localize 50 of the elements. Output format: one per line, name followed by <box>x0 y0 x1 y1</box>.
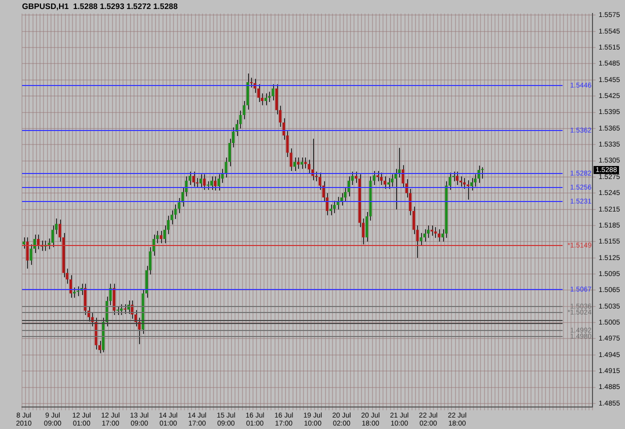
candlestick <box>333 200 336 214</box>
candlestick <box>297 157 300 170</box>
candlestick <box>214 176 216 191</box>
candlestick <box>76 286 80 297</box>
candlestick <box>390 174 394 188</box>
candlestick <box>264 92 268 106</box>
candlestick <box>84 283 86 316</box>
candlestick <box>272 84 274 101</box>
candlestick <box>199 174 202 188</box>
candlestick <box>26 236 29 270</box>
candlestick <box>124 304 126 314</box>
candlestick <box>22 236 26 250</box>
candlestick <box>250 77 253 88</box>
candlestick <box>340 192 343 206</box>
candlestick <box>348 176 350 197</box>
candlestick <box>427 224 430 238</box>
candlestick <box>372 170 376 186</box>
candlestick <box>51 224 54 248</box>
candlestick <box>290 148 292 172</box>
candlestick <box>380 172 383 186</box>
candlestick <box>463 178 466 190</box>
candlestick <box>36 234 40 250</box>
candlestick <box>434 226 437 238</box>
candlestick <box>304 157 307 169</box>
candlestick <box>330 204 332 216</box>
candlestick <box>474 174 476 188</box>
candlestick <box>112 283 116 316</box>
candlestick <box>300 157 304 170</box>
candlestick <box>210 176 213 190</box>
candlestick <box>420 232 422 246</box>
candlestick <box>460 176 462 188</box>
candlestick <box>384 176 386 190</box>
candlestick <box>481 166 484 180</box>
candlestick <box>120 304 123 316</box>
candlestick <box>456 171 458 186</box>
candlestick <box>293 157 296 172</box>
candlestick <box>268 91 271 103</box>
candlestick <box>387 178 390 190</box>
candlestick <box>160 230 162 244</box>
candlestick <box>308 159 310 174</box>
candlestick <box>192 171 195 188</box>
chart-title: GBPUSD,H1 1.5288 1.5293 1.5272 1.5288 <box>22 2 178 12</box>
candlestick <box>438 228 440 242</box>
candlestick <box>203 174 206 190</box>
candlestick <box>73 287 76 298</box>
candlestick <box>376 170 379 182</box>
candlestick <box>466 180 470 200</box>
candlestick <box>423 228 426 242</box>
candlestick <box>430 224 434 236</box>
candlestick <box>218 174 220 191</box>
